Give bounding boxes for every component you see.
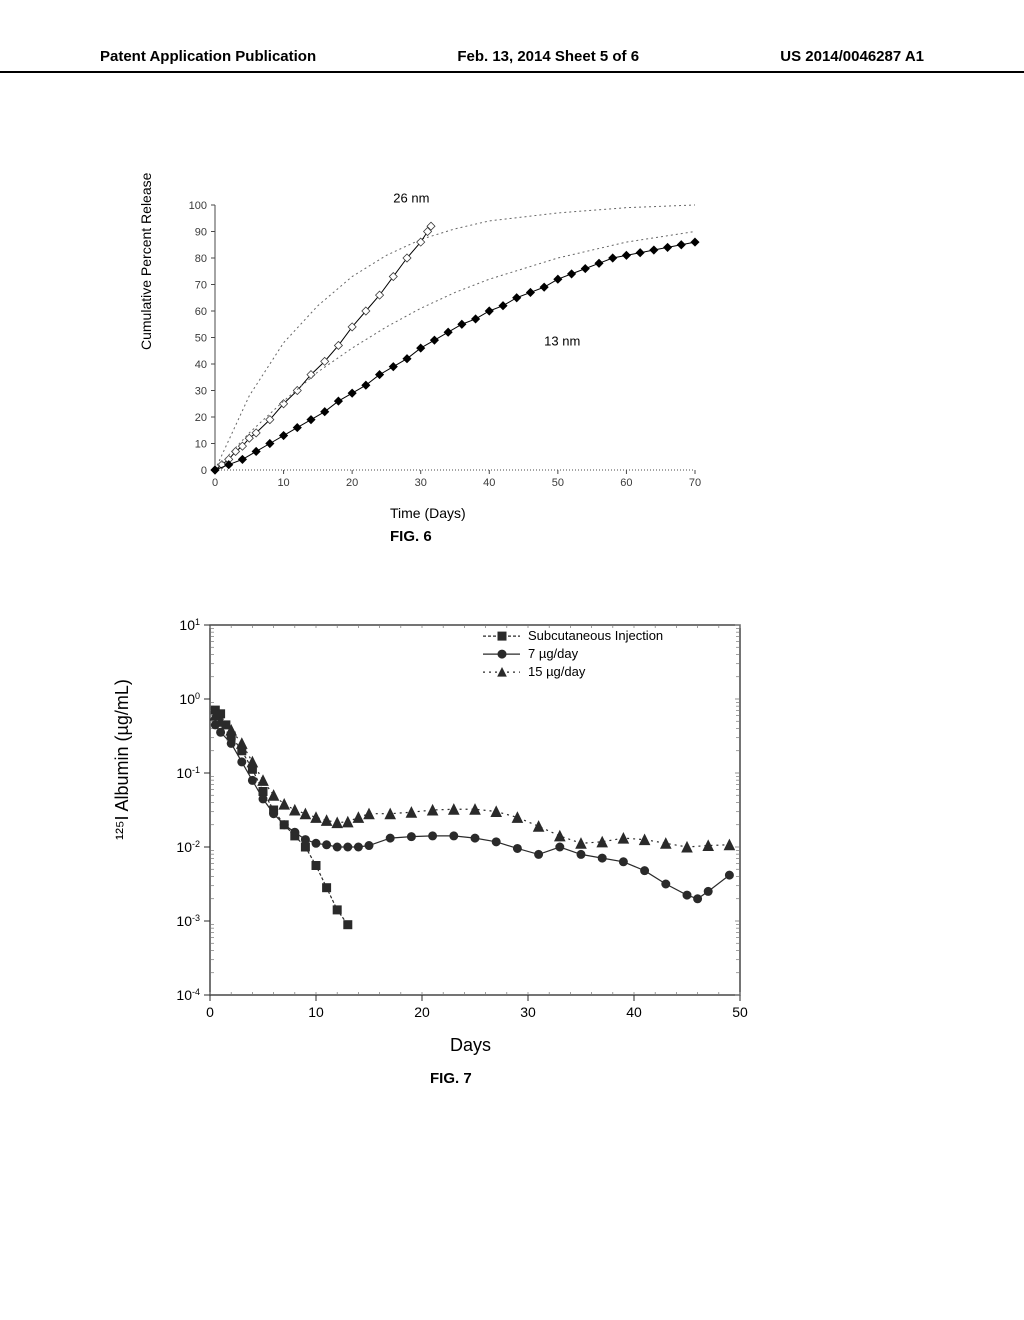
svg-text:10-3: 10-3: [176, 913, 200, 929]
svg-text:70: 70: [195, 280, 207, 292]
svg-text:26 nm: 26 nm: [393, 190, 429, 205]
fig6-xlabel: Time (Days): [390, 505, 466, 521]
svg-text:7 µg/day: 7 µg/day: [528, 646, 579, 661]
svg-text:20: 20: [195, 412, 207, 424]
svg-text:90: 90: [195, 227, 207, 239]
fig7-xlabel: Days: [450, 1035, 491, 1056]
header-right: US 2014/0046287 A1: [780, 48, 924, 65]
fig6-caption: FIG. 6: [390, 528, 432, 545]
svg-text:10: 10: [308, 1004, 324, 1020]
svg-text:60: 60: [620, 477, 632, 489]
svg-text:Subcutaneous Injection: Subcutaneous Injection: [528, 628, 663, 643]
svg-text:0: 0: [212, 477, 218, 489]
svg-text:40: 40: [195, 359, 207, 371]
svg-text:100: 100: [189, 200, 207, 212]
fig7-chart: 0 10 20 30 40 50 10-4 10-3 10-2 10-1 100 101 Subcuta…: [130, 615, 770, 1055]
header-center: Feb. 13, 2014 Sheet 5 of 6: [457, 48, 639, 65]
svg-text:10-2: 10-2: [176, 839, 200, 855]
svg-text:30: 30: [195, 386, 207, 398]
svg-text:10: 10: [277, 477, 289, 489]
svg-text:30: 30: [520, 1004, 536, 1020]
svg-text:50: 50: [552, 477, 564, 489]
svg-text:15 µg/day: 15 µg/day: [528, 664, 586, 679]
svg-text:0: 0: [206, 1004, 214, 1020]
fig6-chart: 010203040506070809010001020304050607026 …: [155, 195, 715, 515]
svg-text:20: 20: [414, 1004, 430, 1020]
patent-header: Patent Application Publication Feb. 13, …: [0, 48, 1024, 73]
svg-text:100: 100: [179, 691, 200, 707]
svg-text:20: 20: [346, 477, 358, 489]
svg-text:60: 60: [195, 306, 207, 318]
fig6-ylabel: Cumulative Percent Release: [138, 173, 154, 350]
svg-text:13 nm: 13 nm: [544, 333, 580, 348]
svg-text:101: 101: [179, 617, 200, 633]
svg-text:10-1: 10-1: [176, 765, 200, 781]
svg-text:30: 30: [415, 477, 427, 489]
svg-text:80: 80: [195, 253, 207, 265]
svg-text:40: 40: [626, 1004, 642, 1020]
header-left: Patent Application Publication: [100, 48, 316, 65]
svg-text:0: 0: [201, 465, 207, 477]
svg-text:50: 50: [195, 333, 207, 345]
svg-text:10-4: 10-4: [176, 987, 200, 1003]
svg-text:40: 40: [483, 477, 495, 489]
svg-text:10: 10: [195, 439, 207, 451]
svg-text:50: 50: [732, 1004, 748, 1020]
fig7-caption: FIG. 7: [430, 1070, 472, 1087]
svg-text:70: 70: [689, 477, 701, 489]
